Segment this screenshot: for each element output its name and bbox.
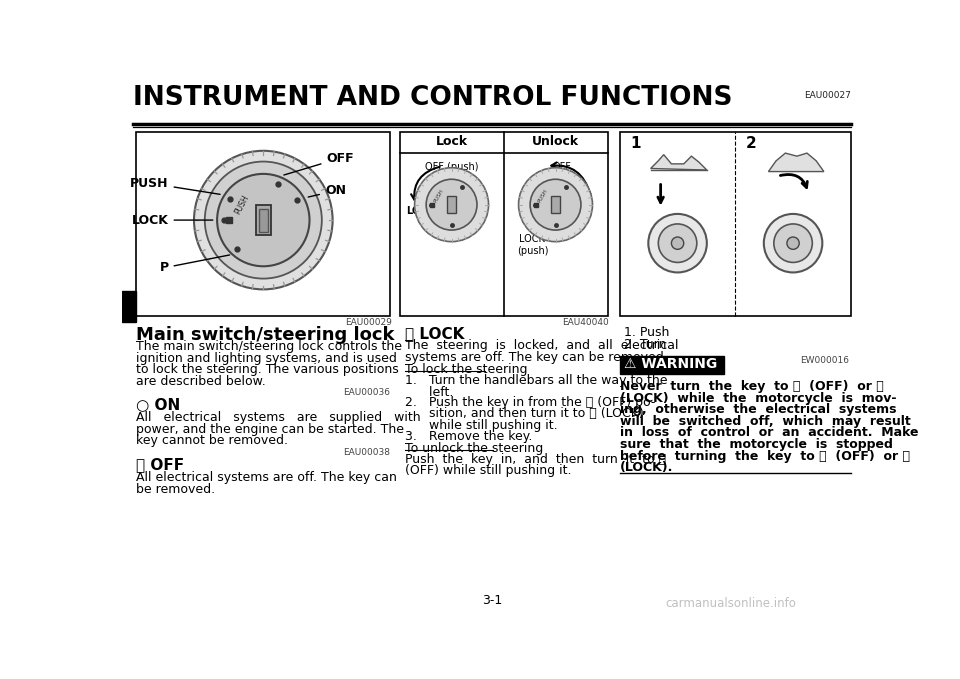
Circle shape xyxy=(787,237,800,249)
Text: before  turning  the  key  to ⚿  (OFF)  or ⚿: before turning the key to ⚿ (OFF) or ⚿ xyxy=(620,449,910,462)
Text: The  steering  is  locked,  and  all  electrical: The steering is locked, and all electric… xyxy=(405,340,679,352)
Text: EAU00029: EAU00029 xyxy=(345,318,392,327)
Circle shape xyxy=(648,214,707,272)
Text: ⚠ WARNING: ⚠ WARNING xyxy=(624,357,717,371)
Text: sition, and then turn it to ⚿ (LOCK): sition, and then turn it to ⚿ (LOCK) xyxy=(405,407,644,420)
Text: PUSH: PUSH xyxy=(233,194,251,216)
Text: ⚿ LOCK: ⚿ LOCK xyxy=(405,327,465,342)
Text: EAU00036: EAU00036 xyxy=(344,388,391,397)
Text: INSTRUMENT AND CONTROL FUNCTIONS: INSTRUMENT AND CONTROL FUNCTIONS xyxy=(133,85,732,111)
Bar xyxy=(620,132,851,316)
Text: PUSH: PUSH xyxy=(538,188,549,203)
Bar xyxy=(620,356,724,374)
Text: power, and the engine can be started. The: power, and the engine can be started. Th… xyxy=(136,422,404,436)
Text: OFF: OFF xyxy=(284,151,354,175)
Text: To lock the steering: To lock the steering xyxy=(405,363,527,376)
Text: while still pushing it.: while still pushing it. xyxy=(405,419,558,432)
Text: (LOCK).: (LOCK). xyxy=(620,461,673,474)
Text: 1: 1 xyxy=(631,136,641,151)
Text: 2.   Push the key in from the ⚿ (OFF) po-: 2. Push the key in from the ⚿ (OFF) po- xyxy=(405,396,656,409)
Circle shape xyxy=(671,237,684,249)
Bar xyxy=(447,196,456,213)
Text: All electrical systems are off. The key can: All electrical systems are off. The key … xyxy=(136,471,397,484)
Polygon shape xyxy=(768,153,824,172)
Text: 3: 3 xyxy=(124,311,134,326)
Circle shape xyxy=(530,179,581,230)
Bar xyxy=(136,132,391,316)
Bar xyxy=(258,208,268,232)
Text: (OFF) while still pushing it.: (OFF) while still pushing it. xyxy=(405,464,571,477)
Polygon shape xyxy=(651,155,707,170)
Text: PUSH: PUSH xyxy=(433,188,445,203)
Circle shape xyxy=(204,162,322,278)
Text: To unlock the steering: To unlock the steering xyxy=(405,442,543,455)
Text: Main switch/steering lock: Main switch/steering lock xyxy=(136,327,395,344)
Circle shape xyxy=(415,168,489,242)
Text: ⚿ OFF: ⚿ OFF xyxy=(136,457,184,472)
Text: be removed.: be removed. xyxy=(136,483,215,496)
Bar xyxy=(255,204,271,236)
Circle shape xyxy=(774,224,812,262)
Circle shape xyxy=(659,224,697,262)
Text: ○ ON: ○ ON xyxy=(136,397,180,412)
Text: LOCK
(push): LOCK (push) xyxy=(516,234,548,255)
Text: The main switch/steering lock controls the: The main switch/steering lock controls t… xyxy=(136,340,402,353)
Text: carmanualsonline.info: carmanualsonline.info xyxy=(665,597,796,610)
Circle shape xyxy=(194,151,332,289)
Text: 1. Push: 1. Push xyxy=(624,327,670,340)
Circle shape xyxy=(764,214,823,272)
Text: in  loss  of  control  or  an  accident.  Make: in loss of control or an accident. Make xyxy=(620,426,919,439)
Text: will  be  switched  off,  which  may  result: will be switched off, which may result xyxy=(620,415,911,428)
Text: left.: left. xyxy=(405,386,453,399)
Text: to lock the steering. The various positions: to lock the steering. The various positi… xyxy=(136,363,399,376)
Text: ing,  otherwise  the  electrical  systems: ing, otherwise the electrical systems xyxy=(620,403,897,416)
Circle shape xyxy=(518,168,592,242)
Text: are described below.: are described below. xyxy=(136,375,266,388)
Text: EW000016: EW000016 xyxy=(801,356,850,365)
Text: Lock: Lock xyxy=(436,134,468,147)
Text: EAU00027: EAU00027 xyxy=(804,91,851,100)
Text: P: P xyxy=(159,255,229,274)
Text: EAU40040: EAU40040 xyxy=(563,318,609,327)
Text: Unlock: Unlock xyxy=(532,134,579,147)
Text: systems are off. The key can be removed.: systems are off. The key can be removed. xyxy=(405,351,668,364)
Text: OFF (push): OFF (push) xyxy=(425,162,478,172)
Circle shape xyxy=(217,174,309,266)
Text: key cannot be removed.: key cannot be removed. xyxy=(136,434,288,447)
Text: 2. Turn: 2. Turn xyxy=(624,338,667,351)
Text: (LOCK)  while  the  motorcycle  is  mov-: (LOCK) while the motorcycle is mov- xyxy=(620,392,897,405)
Text: 3.   Remove the key.: 3. Remove the key. xyxy=(405,430,533,443)
Text: All   electrical   systems   are   supplied   with: All electrical systems are supplied with xyxy=(136,411,420,424)
Text: 1.   Turn the handlebars all the way to the: 1. Turn the handlebars all the way to th… xyxy=(405,374,667,387)
Text: Never  turn  the  key  to ⚿  (OFF)  or ⚿: Never turn the key to ⚿ (OFF) or ⚿ xyxy=(620,380,883,393)
Text: ignition and lighting systems, and is used: ignition and lighting systems, and is us… xyxy=(136,352,397,365)
Bar xyxy=(551,196,560,213)
Text: 3-1: 3-1 xyxy=(482,594,502,607)
Bar xyxy=(123,291,136,322)
Text: LOCK: LOCK xyxy=(132,214,213,227)
Text: EAU00038: EAU00038 xyxy=(344,448,391,457)
Text: Push  the  key  in,  and  then  turn  it  to ⚿: Push the key in, and then turn it to ⚿ xyxy=(405,453,666,466)
Text: PUSH: PUSH xyxy=(131,177,220,194)
Text: LOCK: LOCK xyxy=(406,206,435,216)
Circle shape xyxy=(426,179,477,230)
Text: 2: 2 xyxy=(746,136,756,151)
Bar xyxy=(399,132,608,316)
Text: ON: ON xyxy=(308,184,346,198)
Text: OFF: OFF xyxy=(552,162,571,172)
Text: sure  that  the  motorcycle  is  stopped: sure that the motorcycle is stopped xyxy=(620,438,893,451)
